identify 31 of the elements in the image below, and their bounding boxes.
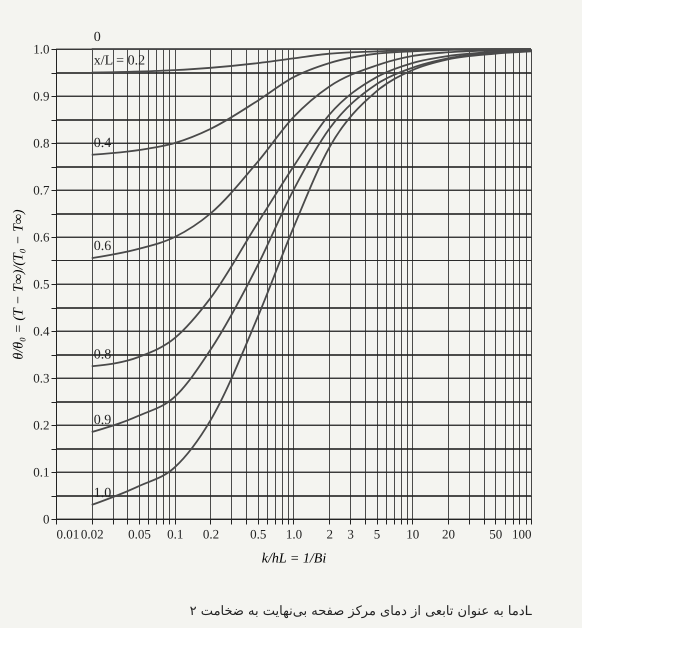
text: دما به عنوان تابعی از دمای مرکز صفحه بی‌نهایت به ضخامت ۲L <box>190 604 533 619</box>
x-tick-label: 10 <box>406 526 420 542</box>
y-tick-label: 0.6 <box>33 230 50 244</box>
y-tick-label: 0.4 <box>33 324 50 338</box>
y-tick-label: 0.2 <box>33 418 50 432</box>
x-tick-label: 0.02 <box>80 526 104 542</box>
y-tick-label: 1.0 <box>33 42 50 56</box>
x-tick-label: 3 <box>347 526 354 542</box>
y-tick-label: 0.5 <box>33 276 50 292</box>
y-tick-label: 0.3 <box>33 370 50 386</box>
series-label: 0 <box>94 30 101 45</box>
series-label: 0.6 <box>94 239 112 254</box>
x-tick-label: 5 <box>374 526 380 542</box>
y-tick-label: 0.1 <box>33 464 50 480</box>
x-axis-title: k/hL = 1/Bi <box>262 552 326 566</box>
x-tick-label: 0.1 <box>167 526 184 542</box>
y-tick-label: 0.8 <box>33 136 50 150</box>
x-tick-label: 0.5 <box>250 526 266 542</box>
y-axis-title: θ/θ₀ = (T − T∞)/(T₀ − T∞) <box>11 209 26 360</box>
series-label: 0.9 <box>94 413 112 428</box>
y-tick-label: 0.9 <box>33 88 50 104</box>
x-tick-label: 20 <box>442 526 455 542</box>
x-tick-label: 2 <box>326 526 333 542</box>
x-tick-label: 1.0 <box>286 526 302 542</box>
y-tick-label: 0.7 <box>33 182 50 198</box>
x-tick-label: 50 <box>489 526 502 542</box>
x-tick-label: 0.2 <box>202 526 220 542</box>
x-tick-label: 0.05 <box>128 526 151 542</box>
x-tick-label: 0.01 <box>56 526 80 542</box>
y-tick-label: 0 <box>43 512 50 526</box>
x-tick-label: 100 <box>512 526 532 542</box>
